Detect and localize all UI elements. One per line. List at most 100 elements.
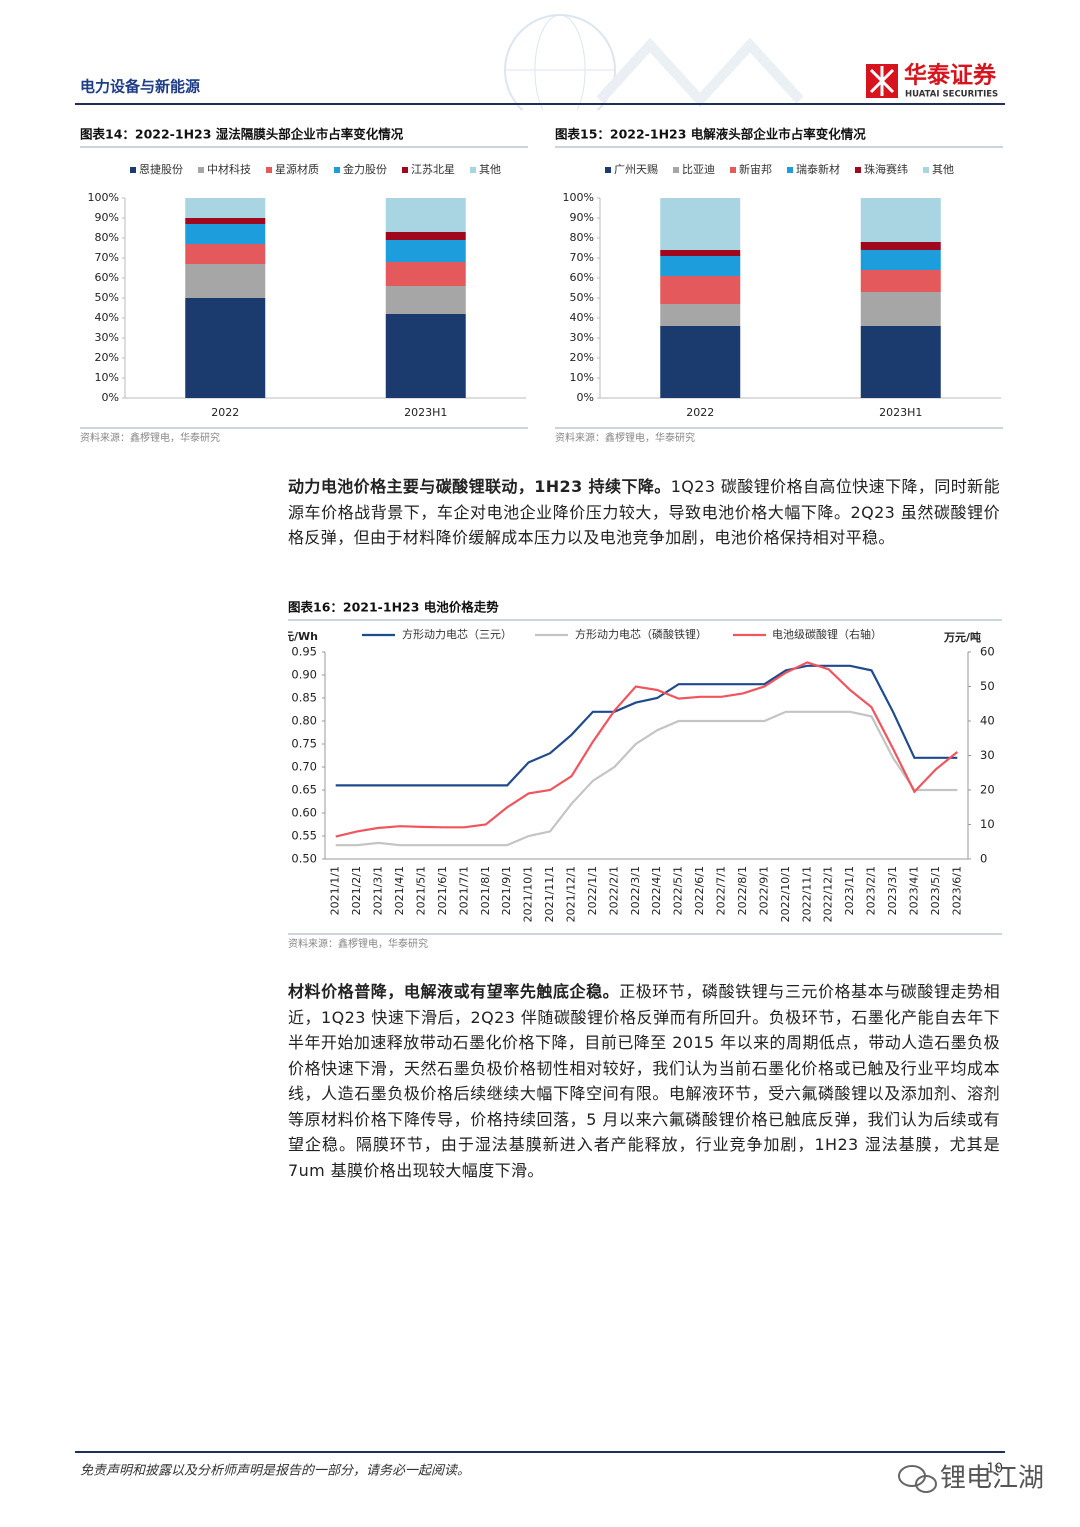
y-tick-label: 0.60	[291, 806, 317, 820]
x-tick-label: 2022/7/1	[715, 866, 728, 915]
bar-segment	[660, 198, 741, 250]
y-tick-label: 80%	[95, 231, 119, 244]
bar-segment	[185, 198, 266, 218]
bar-segment	[185, 298, 266, 398]
legend-label: 星源材质	[275, 162, 319, 176]
brand: 华泰证券	[904, 62, 997, 89]
y-tick-label: 90%	[570, 211, 594, 224]
x-tick-label: 2023H1	[879, 406, 922, 419]
bar-segment	[385, 198, 466, 232]
bar-segment	[385, 232, 466, 240]
legend-swatch	[198, 167, 204, 173]
bar-segment	[385, 240, 466, 262]
source: 资料来源：鑫椤锂电，华泰研究	[555, 431, 695, 444]
x-tick-label: 2022/8/1	[736, 866, 749, 915]
bar-segment	[660, 326, 741, 398]
x-tick-label: 2023/4/1	[907, 866, 920, 915]
x-tick-label: 2021/3/1	[372, 866, 385, 915]
bar-segment	[860, 242, 941, 250]
x-tick-label: 2023/2/1	[865, 866, 878, 915]
x-tick-label: 2021/10/1	[522, 866, 535, 922]
header-decoration	[504, 14, 804, 110]
bar-segment	[860, 326, 941, 398]
bar-segment	[660, 276, 741, 304]
y-tick-label: 0.65	[291, 783, 317, 797]
y2-tick-label: 0	[980, 852, 987, 866]
y-tick-label: 100%	[88, 191, 119, 204]
legend-label: 比亚迪	[682, 163, 715, 176]
x-tick-label: 2021/5/1	[414, 866, 427, 915]
legend-swatch	[605, 167, 611, 173]
legend-label: 瑞泰新材	[796, 162, 840, 176]
legend-swatch	[334, 167, 340, 173]
legend-label: 方形动力电芯（磷酸铁锂）	[575, 627, 707, 641]
x-tick-label: 2023/3/1	[886, 866, 899, 915]
chart-title: 图表16：2021-1H23 电池价格走势	[288, 600, 499, 615]
bar-segment	[185, 218, 266, 224]
x-tick-label: 2022/9/1	[757, 866, 770, 915]
chart: 图表14：2022-1H23 湿法隔膜头部企业市占率变化情况 0% 10% 20% 30…	[80, 127, 528, 444]
chart-title: 图表15：2022-1H23 电解液头部企业市占率变化情况	[555, 127, 866, 142]
legend-swatch	[266, 167, 272, 173]
bar-segment	[660, 256, 741, 276]
x-tick-label: 2021/1/1	[329, 866, 342, 915]
brand-en: HUATAI SECURITIES	[905, 90, 998, 100]
x-tick-label: 2022	[686, 406, 714, 419]
x-tick-label: 2021/2/1	[350, 866, 363, 915]
x-tick-label: 2022/5/1	[672, 866, 685, 915]
y-tick-label: 20%	[570, 351, 594, 364]
y-tick-label: 70%	[570, 251, 594, 264]
source: 资料来源：鑫椤锂电，华泰研究	[288, 937, 428, 950]
legend-label: 其他	[932, 163, 954, 176]
y2-tick-label: 20	[980, 783, 995, 797]
y-tick-label: 20%	[95, 351, 119, 364]
y-tick-label: 60%	[570, 271, 594, 284]
y-tick-label: 50%	[95, 291, 119, 304]
y2-tick-label: 10	[980, 817, 995, 831]
logo-icon	[866, 64, 898, 98]
disclaimer: 免责声明和披露以及分析师声明是报告的一部分，请务必一起阅读。	[80, 1464, 470, 1479]
legend-label: 金力股份	[343, 162, 387, 176]
bar-segment	[185, 264, 266, 298]
x-tick-label: 2022	[211, 406, 239, 419]
y-tick-label: 70%	[95, 251, 119, 264]
legend-swatch	[130, 167, 136, 173]
page-number: 10	[986, 1462, 1003, 1477]
x-tick-label: 2022/10/1	[779, 866, 792, 922]
y-tick-label: 80%	[570, 231, 594, 244]
y-tick-label: 40%	[95, 311, 119, 324]
series-line	[335, 661, 958, 838]
x-tick-label: 2021/4/1	[393, 866, 406, 915]
legend-swatch	[402, 167, 408, 173]
bar-segment	[860, 198, 941, 242]
legend-swatch	[673, 167, 679, 173]
header: 电力设备与新能源 华泰证券 HUATAI SECURITIES	[75, 14, 1005, 110]
y-axis-label: 元/Wh	[288, 630, 318, 643]
x-tick-label: 2021/12/1	[564, 866, 577, 922]
bar-segment	[660, 250, 741, 256]
footer: 免责声明和披露以及分析师声明是报告的一部分，请务必一起阅读。 10 锂电江湖	[75, 1451, 1044, 1494]
x-tick-label: 2021/8/1	[479, 866, 492, 915]
legend-label: 珠海赛纬	[864, 162, 908, 176]
x-tick-label: 2021/7/1	[457, 866, 470, 915]
legend-label: 电池级碳酸锂（右轴）	[772, 627, 882, 641]
x-tick-label: 2022/2/1	[607, 866, 620, 915]
bar-segment	[660, 304, 741, 326]
x-tick-label: 2022/12/1	[822, 866, 835, 922]
y-tick-label: 30%	[95, 331, 119, 344]
watermark-icon	[898, 1465, 937, 1493]
legend-label: 恩捷股份	[139, 162, 183, 176]
legend-swatch	[730, 167, 736, 173]
legend-swatch	[470, 167, 476, 173]
y2-tick-label: 60	[980, 645, 995, 659]
y-tick-label: 0.70	[291, 760, 317, 774]
y-tick-label: 0.90	[291, 668, 317, 682]
x-tick-label: 2021/11/1	[543, 866, 556, 922]
y-tick-label: 0.55	[291, 829, 317, 843]
bar-segment	[385, 286, 466, 314]
x-tick-label: 2022/3/1	[629, 866, 642, 915]
paragraph-lead: 材料价格普降，电解液或有望率先触底企稳。	[288, 982, 620, 1001]
y-tick-label: 100%	[563, 191, 594, 204]
